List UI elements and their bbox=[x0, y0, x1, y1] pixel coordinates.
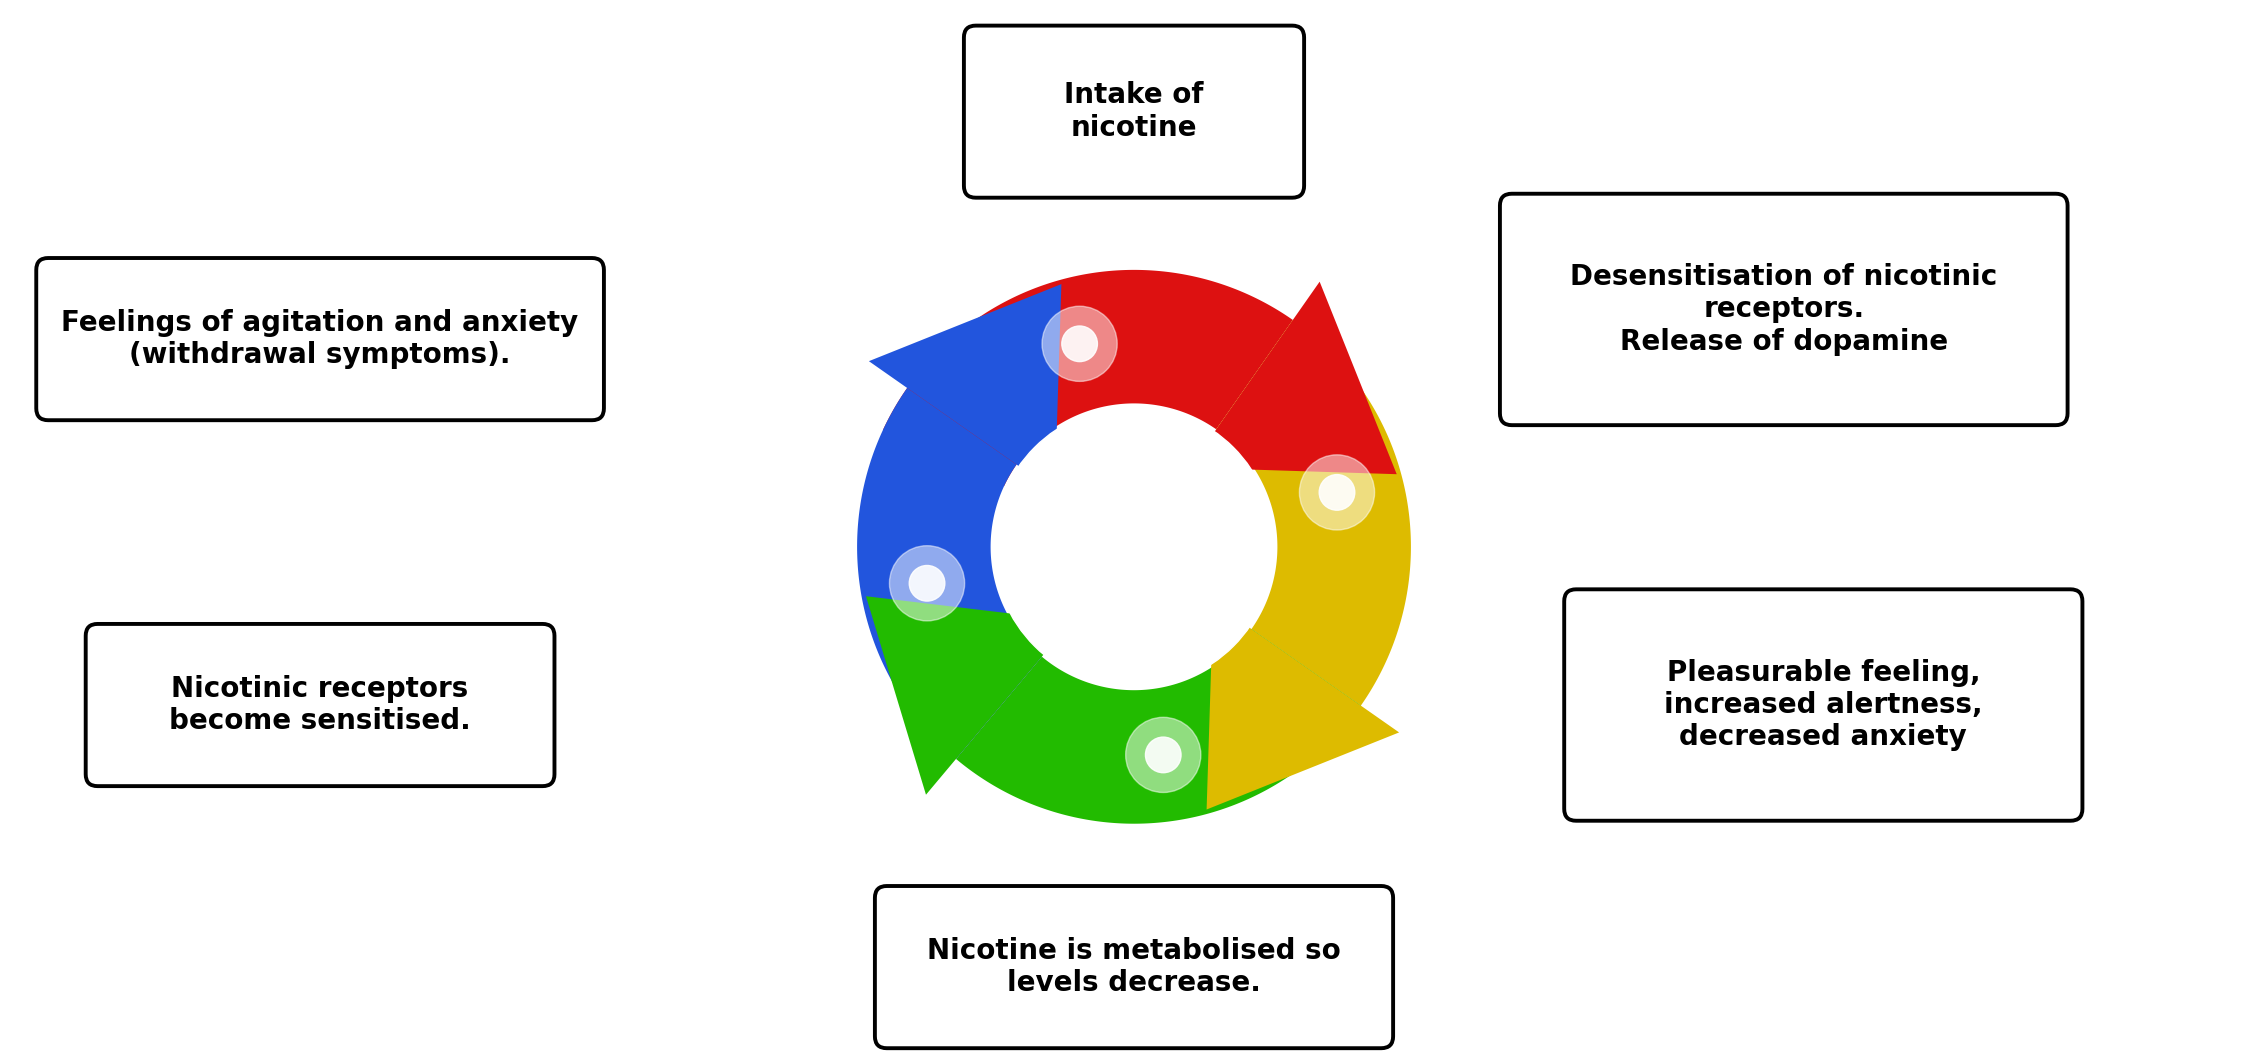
Polygon shape bbox=[858, 388, 1042, 759]
FancyBboxPatch shape bbox=[85, 624, 555, 786]
FancyBboxPatch shape bbox=[36, 258, 604, 421]
Polygon shape bbox=[883, 270, 1294, 486]
Text: Desensitisation of nicotinic
receptors.
Release of dopamine: Desensitisation of nicotinic receptors. … bbox=[1570, 263, 1997, 356]
Polygon shape bbox=[957, 629, 1361, 823]
Text: Feelings of agitation and anxiety
(withdrawal symptoms).: Feelings of agitation and anxiety (withd… bbox=[61, 309, 579, 369]
Circle shape bbox=[1300, 455, 1375, 530]
Circle shape bbox=[1145, 737, 1181, 773]
Polygon shape bbox=[867, 596, 1071, 795]
Circle shape bbox=[889, 545, 964, 620]
Circle shape bbox=[910, 565, 946, 601]
Text: Intake of
nicotine: Intake of nicotine bbox=[1065, 81, 1204, 142]
Polygon shape bbox=[869, 284, 1062, 492]
Circle shape bbox=[993, 406, 1273, 687]
Circle shape bbox=[1318, 475, 1354, 511]
Polygon shape bbox=[1206, 602, 1399, 810]
Circle shape bbox=[1042, 307, 1116, 382]
FancyBboxPatch shape bbox=[1500, 193, 2069, 425]
Text: Pleasurable feeling,
increased alertness,
decreased anxiety: Pleasurable feeling, increased alertness… bbox=[1664, 659, 1983, 752]
FancyBboxPatch shape bbox=[964, 25, 1305, 198]
FancyBboxPatch shape bbox=[1563, 590, 2082, 820]
Circle shape bbox=[1125, 718, 1202, 793]
Polygon shape bbox=[1217, 320, 1410, 706]
Text: Nicotinic receptors
become sensitised.: Nicotinic receptors become sensitised. bbox=[168, 674, 472, 736]
Polygon shape bbox=[1190, 281, 1397, 475]
Circle shape bbox=[1062, 326, 1098, 361]
FancyBboxPatch shape bbox=[876, 886, 1393, 1049]
Text: Nicotine is metabolised so
levels decrease.: Nicotine is metabolised so levels decrea… bbox=[928, 937, 1341, 998]
